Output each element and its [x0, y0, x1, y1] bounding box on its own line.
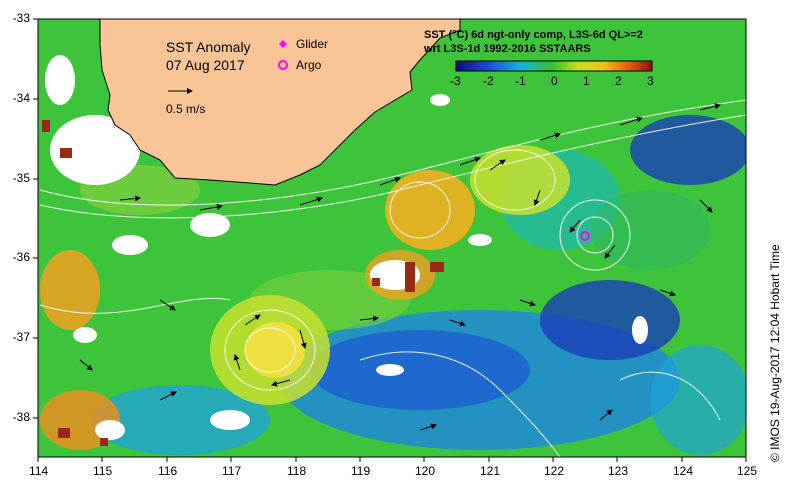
- current-vectors: [79, 103, 721, 431]
- x-tick-label: 122: [544, 464, 565, 478]
- x-tick-label: 117: [222, 464, 242, 478]
- header-line-2: wrt L3S-1d 1992-2016 SSTAARS: [424, 43, 591, 55]
- colorbar-tick: 0: [551, 74, 558, 88]
- sst-field: [40, 115, 746, 455]
- plot-frame: [37, 18, 747, 458]
- colorbar: [455, 60, 653, 72]
- header-line-1: SST (°C) 6d ngt-only comp, L3S-6d QL>=2: [424, 29, 643, 41]
- y-tick-label: -33: [12, 11, 30, 25]
- colorbar-tick: -3: [450, 74, 461, 88]
- argo-label: Argo: [296, 58, 322, 72]
- x-tick-label: 125: [737, 464, 758, 478]
- x-tick-label: 118: [287, 464, 307, 478]
- colorbar-tick: -1: [515, 74, 526, 88]
- x-tick-label: 123: [608, 464, 629, 478]
- sea-level-contours: [39, 99, 746, 457]
- colorbar-tick: 3: [647, 74, 654, 88]
- x-tick-label: 114: [29, 464, 49, 478]
- x-tick-label: 116: [158, 464, 178, 478]
- y-tick-label: -36: [12, 250, 30, 264]
- axis-ticks: [33, 18, 747, 462]
- glider-label: Glider: [296, 37, 329, 51]
- warm-speckles: [42, 120, 444, 446]
- y-tick-label: -34: [12, 91, 30, 105]
- imos-credit: © IMOS 19-Aug-2017 12:04 Hobart Time: [768, 244, 782, 462]
- y-tick-label: -38: [12, 410, 30, 424]
- colorbar-tick: 1: [583, 74, 590, 88]
- colorbar-tick: 2: [615, 74, 622, 88]
- x-tick-label: 115: [93, 464, 113, 478]
- x-tick-label: 120: [415, 464, 436, 478]
- argo-symbol: [278, 60, 288, 70]
- x-tick-label: 119: [351, 464, 371, 478]
- scale-label: 0.5 m/s: [166, 102, 206, 116]
- x-tick-label: 121: [480, 464, 501, 478]
- glider-symbol: [279, 40, 287, 48]
- x-tick-label: 124: [673, 464, 694, 478]
- argo-float-marker: [580, 231, 590, 241]
- colorbar-tick: -2: [483, 74, 494, 88]
- map-date: 07 Aug 2017: [166, 57, 245, 73]
- map-title: SST Anomaly: [166, 39, 251, 55]
- land-mass: [99, 19, 461, 186]
- y-tick-label: -37: [12, 330, 30, 344]
- y-tick-label: -35: [12, 171, 30, 185]
